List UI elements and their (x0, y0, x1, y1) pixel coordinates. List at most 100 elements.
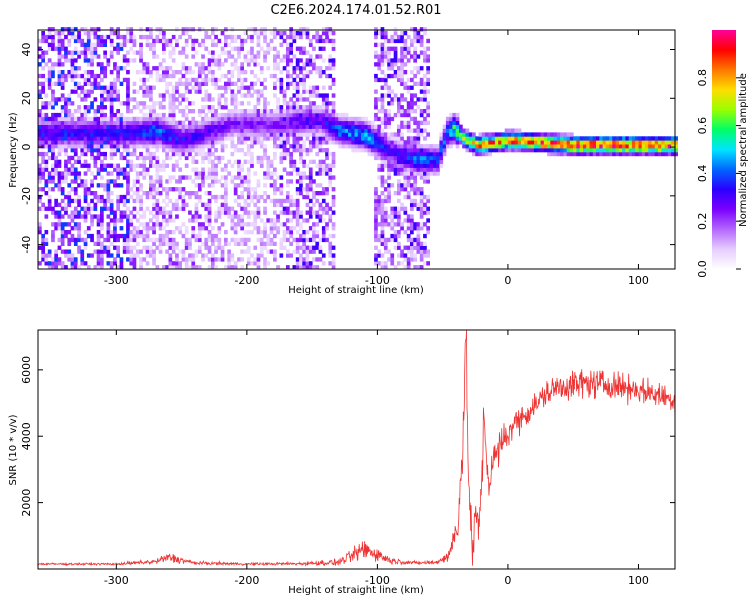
spectrogram-cell (276, 265, 280, 270)
spectrogram-cell (589, 148, 594, 153)
spectrogram-cell (442, 144, 447, 149)
spectrogram-cell (263, 38, 267, 44)
spectrogram-cell (315, 257, 320, 262)
spectrogram-cell (243, 151, 248, 157)
spectrogram-cell (374, 31, 378, 36)
spectrogram-cell (44, 214, 49, 219)
spectrogram-cell (400, 97, 404, 102)
spectrogram-cell (478, 136, 483, 141)
spectrogram-cell (406, 233, 411, 239)
spectrogram-cell (416, 136, 421, 141)
spectrogram-cell (449, 120, 453, 125)
spectrogram-cell (282, 222, 287, 227)
spectrogram-cell (77, 237, 81, 243)
spectrogram-cell (292, 163, 297, 168)
spectrogram-cell (328, 140, 333, 145)
spectrogram-cell (426, 77, 430, 83)
spectrogram-cell (47, 132, 52, 137)
spectrogram-cell (370, 132, 375, 137)
spectrogram-cell (96, 27, 101, 32)
spectrogram-cell (44, 237, 49, 243)
spectrogram-cell (47, 265, 52, 270)
spectrogram-cell (312, 58, 316, 63)
spectrogram-cell (77, 34, 81, 40)
spectrogram-cell (207, 34, 212, 40)
spectrogram-cell (338, 144, 342, 149)
spectrogram-cell (416, 241, 421, 246)
spectrogram-cell (139, 132, 143, 137)
spectrogram-cell (38, 128, 42, 133)
spectrogram-cell (100, 206, 104, 211)
spectrogram-cell (60, 93, 65, 98)
spectrogram-cell (227, 265, 231, 270)
spectrogram-cell (54, 261, 58, 266)
spectrogram-cell (383, 54, 388, 59)
spectrogram-cell (390, 257, 395, 262)
spectrogram-cell (318, 206, 323, 211)
spectrogram-cell (67, 241, 72, 246)
spectrogram-cell (100, 66, 104, 71)
spectrogram-cell (403, 167, 408, 172)
spectrogram-cell (605, 151, 610, 157)
spectrogram-cell (292, 148, 297, 153)
spectrogram-cell (220, 249, 225, 254)
spectrogram-cell (419, 112, 424, 118)
spectrogram-cell (149, 237, 153, 243)
spectrogram-cell (64, 206, 68, 211)
spectrogram-cell (129, 163, 134, 168)
spectrogram-cell (149, 210, 153, 215)
spectrogram-cell (331, 175, 336, 180)
spectrogram-cell (240, 237, 244, 243)
spectrogram-cell (253, 120, 258, 125)
spectrogram-cell (207, 222, 212, 227)
spectrogram-cell (374, 191, 378, 196)
spectrogram-cell (370, 124, 375, 129)
spectrogram-cell (149, 132, 153, 137)
spectrogram-cell (217, 62, 222, 67)
spectrogram-cell (654, 136, 659, 141)
spectrogram-cell (80, 206, 85, 211)
spectrogram-cell (671, 151, 675, 157)
spectrogram-cell (155, 54, 160, 59)
spectrogram-cell (491, 144, 496, 149)
spectrogram-cell (266, 50, 271, 55)
spectrogram-cell (109, 70, 114, 75)
spectrogram-cell (145, 222, 150, 227)
spectrogram-cell (109, 116, 114, 122)
spectrogram-cell (635, 140, 639, 145)
spectrogram-cell (250, 85, 254, 90)
spectrogram-cell (194, 128, 199, 133)
spectrogram-cell (86, 148, 91, 153)
spectrogram-cell (377, 210, 382, 215)
spectrogram-cell (292, 38, 297, 44)
spectrogram-cell (77, 136, 81, 141)
spectrogram-cell (139, 50, 143, 55)
spectrogram-cell (162, 198, 166, 204)
spectrogram-cell (390, 218, 395, 223)
spectrogram-cell (51, 70, 55, 75)
spectrogram-cell (299, 187, 303, 192)
spectrogram-cell (41, 144, 45, 149)
spectrogram-cell (586, 144, 590, 149)
spectrogram-cell (93, 191, 98, 196)
spectrogram-cell (155, 120, 160, 125)
spectrogram-cell (256, 109, 261, 114)
spectrogram-cell (380, 128, 385, 133)
spectrogram-cell (504, 136, 509, 141)
spectrogram-cell (413, 151, 417, 157)
spectrogram-cell (41, 140, 45, 145)
spectrogram-cell (279, 159, 284, 164)
spectrogram-cell (211, 62, 215, 67)
spectrogram-cell (638, 148, 643, 153)
spectrogram-cell (442, 132, 447, 137)
spectrogram-cell (256, 38, 261, 44)
spectrogram-cell (181, 73, 186, 79)
spectrogram-cell (308, 116, 313, 122)
spectrogram-cell (67, 140, 72, 145)
spectrogram-cell (96, 214, 101, 219)
spectrogram-cell (217, 97, 222, 102)
spectrogram-cell (139, 34, 143, 40)
snr-y-tick-label: 2000 (20, 489, 33, 517)
spectrogram-cell (312, 128, 316, 133)
spectrogram-cell (178, 206, 182, 211)
